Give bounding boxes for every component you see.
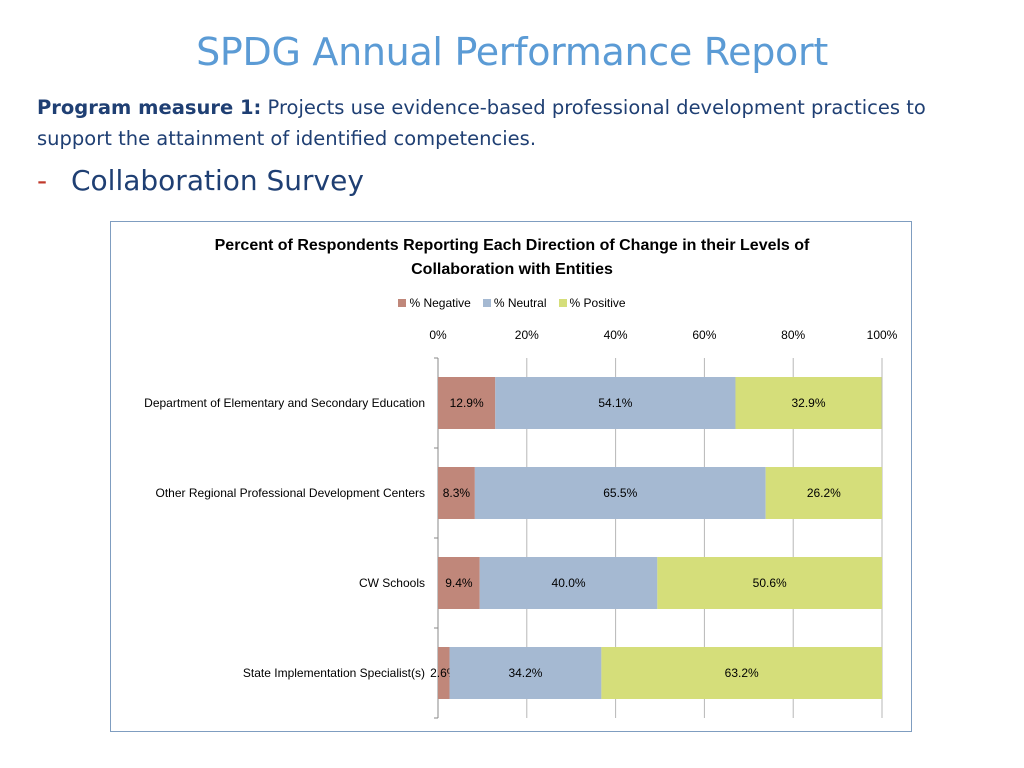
legend-item: % Neutral [482, 296, 547, 310]
category-label: State Implementation Specialist(s) [243, 666, 425, 680]
x-tick-label: 0% [429, 328, 447, 342]
legend-swatch [558, 299, 567, 307]
legend-item: % Positive [558, 296, 626, 310]
data-label: 63.2% [725, 666, 759, 680]
bullet-dash: - [37, 164, 48, 197]
x-tick-label: 20% [515, 328, 539, 342]
bar-segment [495, 377, 736, 429]
category-label: CW Schools [359, 576, 425, 590]
data-label: 54.1% [598, 396, 632, 410]
x-tick-label: 60% [692, 328, 716, 342]
stacked-bar-chart: 0% 20% 40% 60% 80% 100% Department of Elementa… [144, 328, 898, 719]
category-label: Other Regional Professional Development … [156, 486, 425, 500]
x-tick-label: 80% [781, 328, 805, 342]
bar-segment [474, 467, 766, 519]
measure-text: Projects use evidence-based professional… [37, 96, 926, 150]
chart-title: Percent of Respondents Reporting Each Di… [111, 234, 913, 282]
bar-segment [765, 467, 882, 519]
measure-label: Program measure 1: [37, 96, 262, 119]
chart-title-line-2: Collaboration with Entities [411, 261, 613, 278]
program-measure: Program measure 1: Projects use evidence… [37, 92, 997, 154]
chart-legend: % Negative % Neutral % Positive [111, 296, 913, 310]
data-label: 65.5% [603, 486, 637, 500]
bar-segment [479, 557, 658, 609]
legend-label: % Negative [409, 296, 471, 310]
legend-label: % Neutral [493, 296, 547, 310]
bar-segment [438, 557, 480, 609]
data-label: 34.2% [508, 666, 542, 680]
bar-segment [449, 647, 602, 699]
legend-item: % Negative [398, 296, 471, 310]
bar-segment [438, 377, 496, 429]
bar-segment [657, 557, 882, 609]
legend-label: % Positive [569, 296, 626, 310]
data-label: 26.2% [807, 486, 841, 500]
bar-segment [735, 377, 882, 429]
data-label: 40.0% [552, 576, 586, 590]
category-label: Department of Elementary and Secondary E… [144, 396, 425, 410]
x-tick-label: 40% [604, 328, 628, 342]
data-label: 50.6% [753, 576, 787, 590]
chart-title-line-1: Percent of Respondents Reporting Each Di… [214, 237, 810, 254]
bullet-item: - Collaboration Survey [37, 164, 364, 197]
data-label: 12.9% [450, 396, 484, 410]
bar-segment [438, 647, 450, 699]
legend-swatch [482, 299, 491, 307]
data-label: 9.4% [445, 576, 473, 590]
legend-swatch [398, 299, 407, 307]
bar-segment [438, 467, 475, 519]
slide-title: SPDG Annual Performance Report [196, 30, 828, 74]
data-label: 32.9% [792, 396, 826, 410]
bullet-text: Collaboration Survey [71, 164, 364, 197]
x-tick-label: 100% [867, 328, 898, 342]
chart-frame: Percent of Respondents Reporting Each Di… [110, 221, 912, 732]
bar-segment [601, 647, 882, 699]
data-label: 8.3% [443, 486, 471, 500]
